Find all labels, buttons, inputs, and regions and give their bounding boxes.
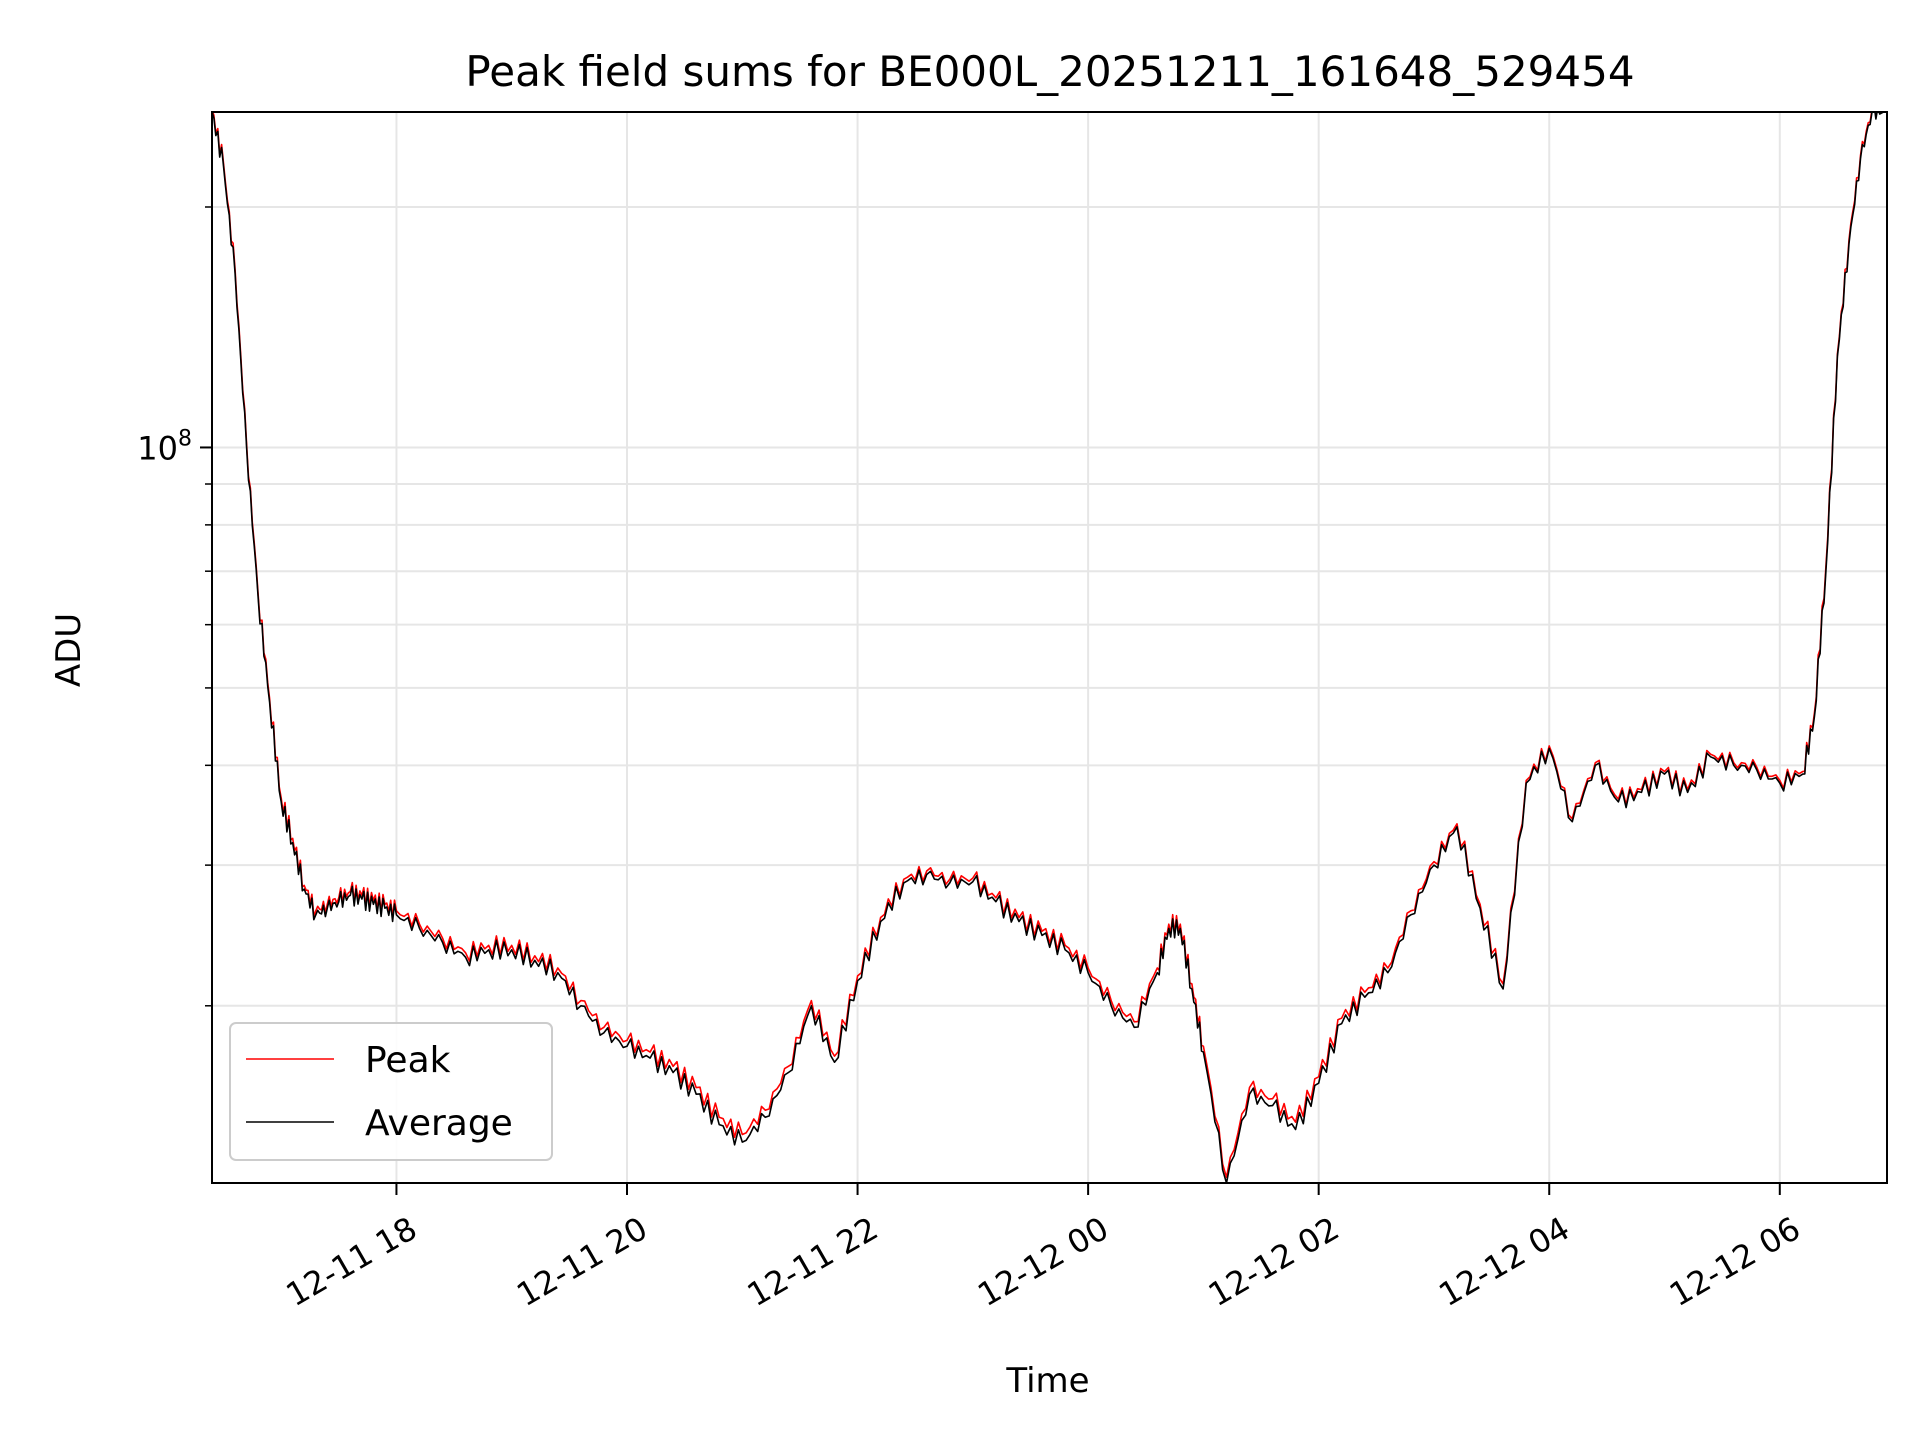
y-axis-ticks: 108 (137, 206, 212, 1007)
legend-box (229, 1022, 553, 1161)
legend: Peak Average (229, 1022, 553, 1161)
plot-area (212, 112, 1887, 1183)
chart-title: Peak field sums for BE000L_20251211_1616… (465, 47, 1634, 96)
legend-average-label: Average (365, 1103, 513, 1144)
y-tick-label: 108 (137, 426, 192, 467)
x-axis-label: Time (1005, 1361, 1089, 1401)
average-series-line (212, 112, 1884, 1183)
series-lines (212, 112, 1884, 1183)
y-axis-label: ADU (49, 613, 89, 687)
legend-peak-label: Peak (365, 1040, 451, 1081)
plot-frame (211, 111, 1888, 1184)
grid (212, 112, 1887, 1183)
